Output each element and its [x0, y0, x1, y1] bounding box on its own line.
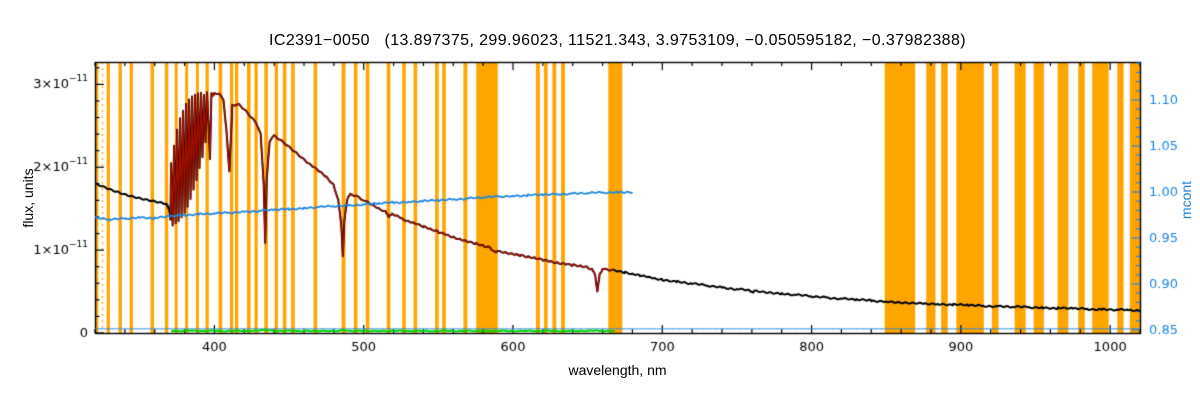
- spectrum-figure: IC2391−0050 (13.897375, 299.96023, 11521…: [0, 0, 1200, 400]
- spectrum-plot-canvas: [0, 0, 1200, 400]
